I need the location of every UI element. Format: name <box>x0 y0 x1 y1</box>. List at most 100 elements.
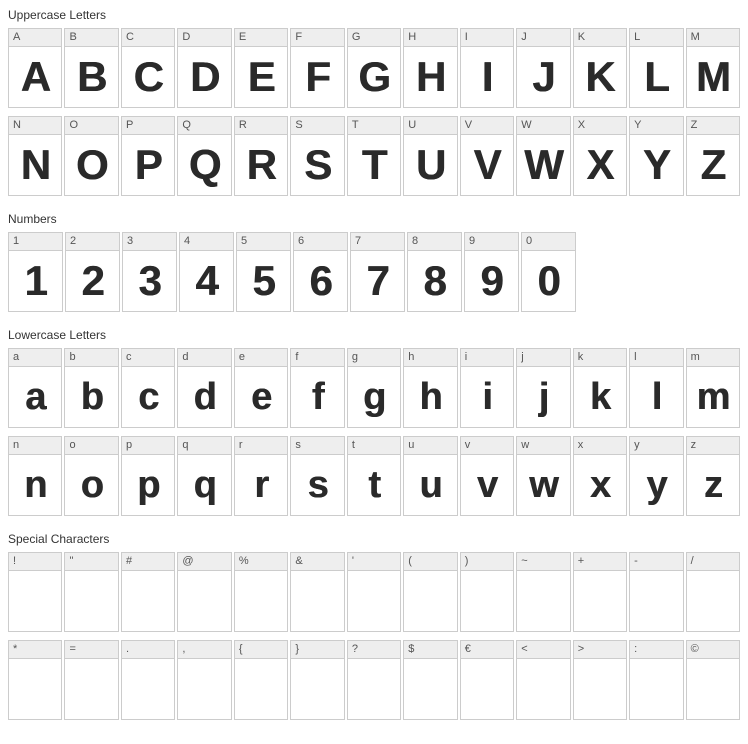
glyph-cell: # <box>121 552 175 632</box>
glyph-cell: ) <box>460 552 514 632</box>
glyph-cell: kk <box>573 348 627 428</box>
glyph-display <box>291 571 343 631</box>
glyph-label: K <box>574 29 626 47</box>
glyph-display: 2 <box>66 251 119 311</box>
glyph-label: $ <box>404 641 456 659</box>
glyph-cell: tt <box>347 436 401 516</box>
glyph-label: f <box>291 349 343 367</box>
glyph-label: , <box>178 641 230 659</box>
glyph-cell: 11 <box>8 232 63 312</box>
glyph-display: Y <box>630 135 682 195</box>
glyph-label: # <box>122 553 174 571</box>
glyph-display: U <box>404 135 456 195</box>
glyph-cell: vv <box>460 436 514 516</box>
glyph-cell: cc <box>121 348 175 428</box>
glyph-label: 2 <box>66 233 119 251</box>
glyph-label: < <box>517 641 569 659</box>
glyph-cell: LL <box>629 28 683 108</box>
glyph-cell: uu <box>403 436 457 516</box>
glyph-display: 6 <box>294 251 347 311</box>
glyph-display <box>517 659 569 719</box>
glyph-cell: GG <box>347 28 401 108</box>
glyph-label: T <box>348 117 400 135</box>
glyph-label: e <box>235 349 287 367</box>
glyph-label: S <box>291 117 343 135</box>
glyph-display <box>574 571 626 631</box>
glyph-display: 9 <box>465 251 518 311</box>
glyph-display <box>122 659 174 719</box>
glyph-cell: bb <box>64 348 118 428</box>
glyph-label: ~ <box>517 553 569 571</box>
glyph-label: N <box>9 117 61 135</box>
glyph-cell: NN <box>8 116 62 196</box>
special-rows: !"#@%&'()~+-/*=.,{}?$€<>:© <box>8 552 740 720</box>
glyph-cell: MM <box>686 28 740 108</box>
glyph-label: H <box>404 29 456 47</box>
glyph-label: 7 <box>351 233 404 251</box>
glyph-label: d <box>178 349 230 367</box>
glyph-cell: / <box>686 552 740 632</box>
glyph-display <box>687 571 739 631</box>
glyph-label: ! <box>9 553 61 571</box>
glyph-label: L <box>630 29 682 47</box>
special-row: !"#@%&'()~+-/ <box>8 552 740 632</box>
glyph-display <box>461 571 513 631</box>
glyph-label: E <box>235 29 287 47</box>
glyph-label: @ <box>178 553 230 571</box>
glyph-display <box>517 571 569 631</box>
uppercase-row: AABBCCDDEEFFGGHHIIJJKKLLMM <box>8 28 740 108</box>
glyph-display: c <box>122 367 174 427</box>
glyph-label: 9 <box>465 233 518 251</box>
glyph-cell: @ <box>177 552 231 632</box>
glyph-display <box>291 659 343 719</box>
glyph-display: k <box>574 367 626 427</box>
glyph-cell: oo <box>64 436 118 516</box>
glyph-display: l <box>630 367 682 427</box>
glyph-cell: € <box>460 640 514 720</box>
glyph-label: P <box>122 117 174 135</box>
glyph-display: X <box>574 135 626 195</box>
glyph-label: U <box>404 117 456 135</box>
glyph-display: 0 <box>522 251 575 311</box>
glyph-display <box>630 659 682 719</box>
glyph-display: I <box>461 47 513 107</box>
glyph-cell: hh <box>403 348 457 428</box>
glyph-label: R <box>235 117 287 135</box>
glyph-label: A <box>9 29 61 47</box>
lowercase-section: Lowercase Letters aabbccddeeffgghhiijjkk… <box>8 328 740 516</box>
glyph-cell: 00 <box>521 232 576 312</box>
glyph-cell: 22 <box>65 232 120 312</box>
glyph-cell: RR <box>234 116 288 196</box>
glyph-label: s <box>291 437 343 455</box>
glyph-display: O <box>65 135 117 195</box>
glyph-display: m <box>687 367 739 427</box>
lowercase-rows: aabbccddeeffgghhiijjkkllmmnnooppqqrrsstt… <box>8 348 740 516</box>
glyph-cell: . <box>121 640 175 720</box>
glyph-label: t <box>348 437 400 455</box>
glyph-display: 7 <box>351 251 404 311</box>
glyph-label: m <box>687 349 739 367</box>
glyph-label: Q <box>178 117 230 135</box>
glyph-display: L <box>630 47 682 107</box>
glyph-cell: © <box>686 640 740 720</box>
glyph-cell: xx <box>573 436 627 516</box>
glyph-cell: rr <box>234 436 288 516</box>
glyph-cell: AA <box>8 28 62 108</box>
glyph-cell: { <box>234 640 288 720</box>
glyph-display <box>404 571 456 631</box>
glyph-cell: ee <box>234 348 288 428</box>
glyph-cell: UU <box>403 116 457 196</box>
glyph-display: N <box>9 135 61 195</box>
glyph-label: g <box>348 349 400 367</box>
numbers-section: Numbers 11223344556677889900 <box>8 212 740 312</box>
glyph-label: n <box>9 437 61 455</box>
glyph-cell: = <box>64 640 118 720</box>
glyph-cell: < <box>516 640 570 720</box>
glyph-label: " <box>65 553 117 571</box>
glyph-label: h <box>404 349 456 367</box>
glyph-cell: TT <box>347 116 401 196</box>
glyph-cell: & <box>290 552 344 632</box>
glyph-label: > <box>574 641 626 659</box>
glyph-label: } <box>291 641 343 659</box>
glyph-cell: mm <box>686 348 740 428</box>
